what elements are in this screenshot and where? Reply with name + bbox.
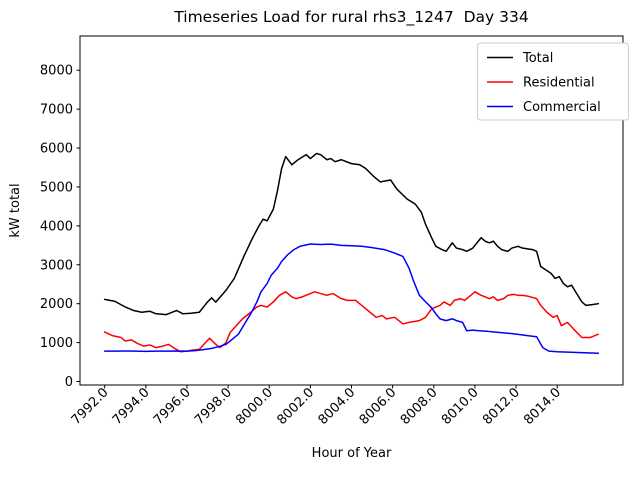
legend-box	[477, 42, 629, 121]
legend-label-commercial: Commercial	[523, 100, 601, 115]
y-tick-label: 2000	[40, 297, 73, 312]
series-line-total	[103, 152, 600, 316]
y-tick-label: 7000	[40, 103, 73, 118]
y-tick-label: 4000	[40, 219, 73, 234]
y-tick-label: 5000	[40, 180, 73, 195]
legend-label-total: Total	[522, 51, 553, 66]
y-axis-label: kW total	[8, 183, 23, 237]
y-tick-label: 8000	[40, 64, 73, 79]
legend-label-residential: Residential	[523, 76, 595, 91]
chart-title: Timeseries Load for rural rhs3_1247 Day …	[173, 8, 528, 27]
y-tick-label: 1000	[40, 336, 73, 351]
series-line-commercial	[103, 243, 600, 355]
y-tick-label: 6000	[40, 142, 73, 157]
x-axis-label: Hour of Year	[312, 446, 392, 461]
y-tick-label: 0	[65, 375, 73, 390]
y-tick-label: 3000	[40, 258, 73, 273]
